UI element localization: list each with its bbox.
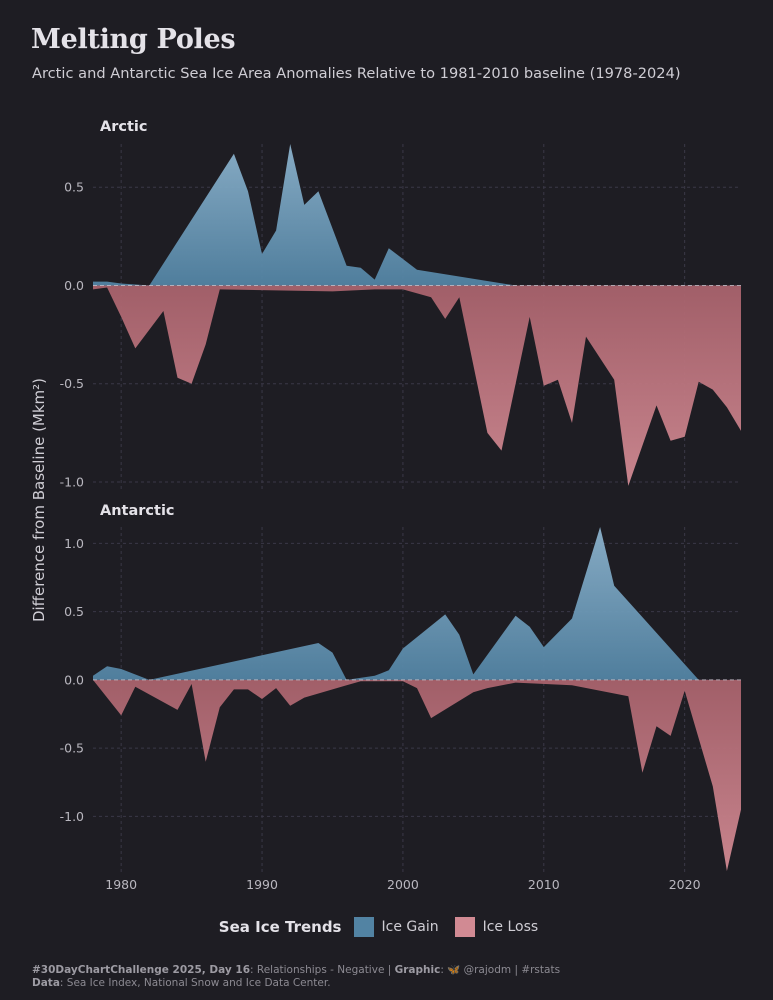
legend-title: Sea Ice Trends: [218, 918, 342, 936]
antarctic-panel-title: Antarctic: [100, 503, 175, 519]
page-title: Melting Poles: [31, 24, 236, 55]
caption-topic: : Relationships - Negative |: [250, 964, 395, 976]
ice-loss-swatch: [454, 917, 475, 937]
y-tick-label: -0.5: [60, 741, 84, 756]
y-tick-label: 0.0: [64, 278, 84, 293]
ice-gain-label: Ice Gain: [381, 919, 439, 935]
ice-loss-label: Ice Loss: [482, 919, 539, 935]
caption-line-2: Data: Sea Ice Index, National Snow and I…: [32, 977, 331, 989]
y-tick-label: -1.0: [60, 809, 84, 824]
ice-gain-swatch: [353, 917, 374, 937]
legend: Sea Ice Trends Ice Gain Ice Loss: [0, 917, 773, 937]
x-tick-label: 2010: [528, 877, 560, 892]
ice-loss-area: [93, 285, 741, 486]
caption-data-source: : Sea Ice Index, National Snow and Ice D…: [59, 977, 331, 989]
y-tick-label: -0.5: [60, 376, 84, 391]
caption-line-1: #30DayChartChallenge 2025, Day 16: Relat…: [32, 963, 560, 976]
arctic-panel-title: Arctic: [100, 119, 148, 135]
y-tick-label: 0.5: [64, 604, 84, 619]
y-tick-label: 0.0: [64, 672, 84, 687]
caption-challenge: #30DayChartChallenge 2025, Day 16: [32, 964, 251, 976]
x-tick-label: 2000: [387, 877, 419, 892]
y-tick-label: 1.0: [64, 536, 84, 551]
arctic-panel: -1.0 -0.5 0.0 0.5: [60, 144, 741, 490]
y-tick-label: 0.5: [64, 180, 84, 195]
caption-graphic-label: Graphic: [394, 964, 441, 976]
x-tick-label: 1990: [246, 877, 278, 892]
page-subtitle: Arctic and Antarctic Sea Ice Area Anomal…: [32, 65, 681, 82]
caption-data-label: Data: [32, 977, 60, 989]
y-tick-label: -1.0: [60, 475, 84, 490]
ice-gain-area: [93, 144, 741, 286]
x-tick-label: 2020: [669, 877, 701, 892]
ice-gain-area: [93, 527, 741, 680]
caption-graphic-credit: : 🦋 @rajodm | #rstats: [440, 964, 561, 976]
ice-loss-area: [93, 679, 741, 871]
antarctic-panel: -1.0 -0.5 0.0 0.5 1.0 1980 1990 2000 2010 2020: [60, 527, 741, 892]
x-tick-label: 1980: [105, 877, 137, 892]
